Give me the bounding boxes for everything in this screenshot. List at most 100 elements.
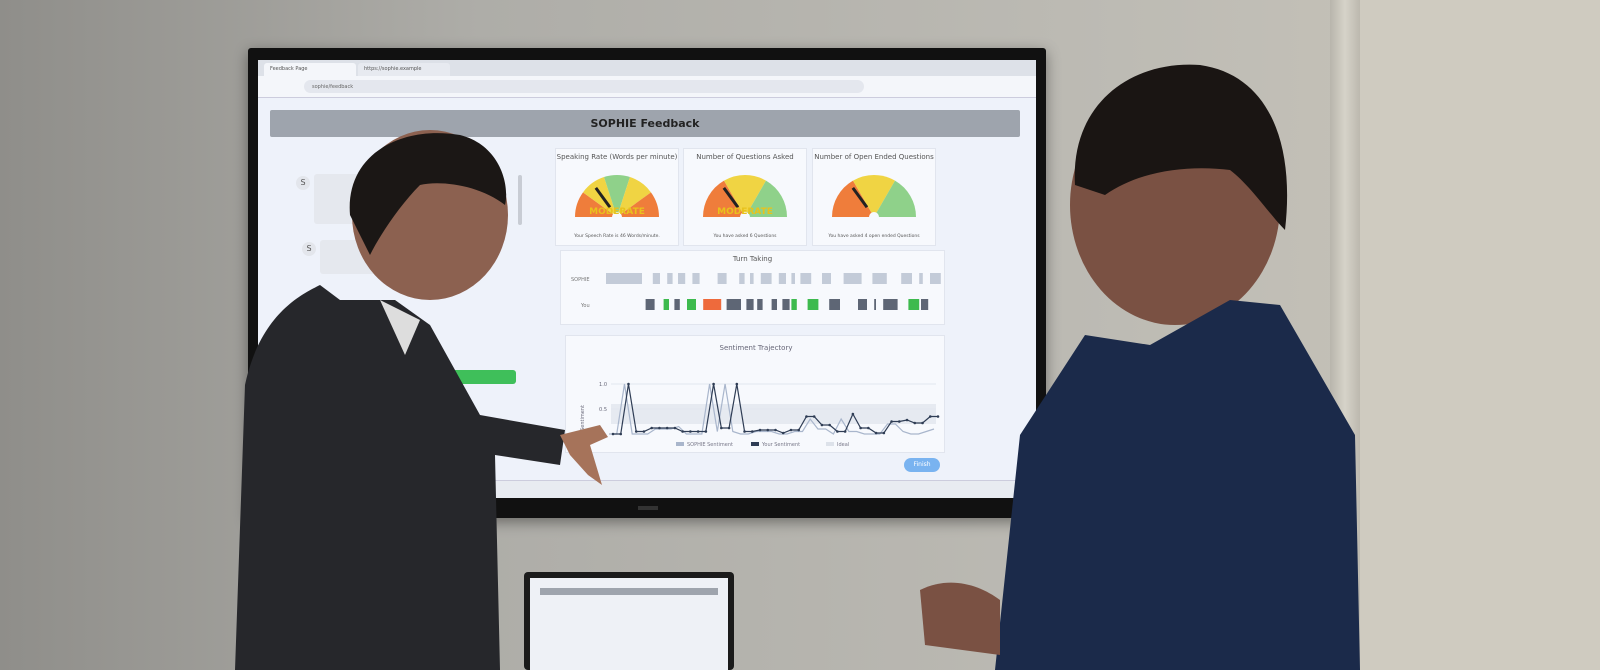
gauge-dial: MODERATE bbox=[575, 175, 659, 221]
gauge-band bbox=[617, 192, 659, 217]
gauge-band bbox=[853, 175, 895, 217]
your-sentiment-point bbox=[619, 432, 623, 436]
user-turn bbox=[726, 299, 741, 310]
chat-message-user bbox=[448, 370, 516, 384]
gauge-dial: MODERATE bbox=[703, 175, 787, 221]
sophie-turn bbox=[901, 273, 912, 284]
user-turn bbox=[858, 299, 867, 310]
your-sentiment-point bbox=[898, 420, 901, 423]
gauge-title: Number of Questions Asked bbox=[696, 153, 794, 161]
your-sentiment-point bbox=[650, 426, 653, 430]
your-sentiment-point bbox=[928, 415, 932, 418]
gauge-card: Speaking Rate (Words per minute) Your Spe… bbox=[555, 148, 679, 246]
laptop-screen bbox=[530, 578, 728, 670]
gauge-note: Your Speech Rate is 46 Words/minute. bbox=[574, 234, 660, 239]
user-turn bbox=[908, 299, 920, 310]
chat-scrollbar[interactable] bbox=[518, 175, 522, 225]
gauge-needle bbox=[851, 186, 869, 209]
your-sentiment-point bbox=[797, 428, 801, 432]
gauge-note: You have asked 4 open ended Questions bbox=[828, 234, 920, 239]
address-bar-area: sophie/feedback bbox=[258, 76, 1036, 98]
sophie-turn bbox=[760, 273, 772, 284]
y-tick-label: 1.0 bbox=[599, 382, 607, 388]
your-sentiment-point bbox=[882, 431, 886, 435]
user-turn bbox=[829, 299, 840, 310]
legend-label: Ideal bbox=[837, 442, 849, 448]
your-sentiment-point bbox=[673, 426, 677, 430]
legend-swatch bbox=[676, 442, 684, 446]
your-sentiment-point bbox=[642, 430, 646, 433]
user-turn bbox=[687, 299, 696, 310]
laptop bbox=[524, 572, 734, 670]
your-sentiment-point bbox=[681, 430, 684, 433]
browser-tab[interactable]: https://sophie.example bbox=[358, 63, 450, 76]
page-title: SOPHIE Feedback bbox=[270, 110, 1020, 137]
gauge-band bbox=[575, 192, 617, 217]
your-sentiment-point bbox=[727, 426, 731, 430]
browser-tab[interactable]: Feedback Page bbox=[264, 63, 356, 76]
gauge-band bbox=[724, 175, 766, 217]
sophie-turn bbox=[791, 273, 795, 284]
turn-taking-chart bbox=[606, 273, 941, 310]
gauge-hub bbox=[740, 212, 750, 221]
sophie-turn bbox=[717, 273, 727, 284]
url-input[interactable]: sophie/feedback bbox=[304, 80, 864, 93]
y-axis-label: Sentiment bbox=[580, 405, 586, 431]
your-sentiment-point bbox=[750, 430, 754, 433]
turn-taking-title: Turn Taking bbox=[732, 255, 773, 263]
gauge-card: Number of Open Ended Questions You have a… bbox=[812, 148, 936, 246]
gauge-dial bbox=[832, 175, 916, 221]
wall bbox=[1360, 0, 1600, 670]
sophie-turn bbox=[930, 273, 941, 284]
gauge-band bbox=[617, 177, 651, 217]
user-turn bbox=[807, 299, 819, 310]
y-tick-label: 0.5 bbox=[599, 407, 607, 413]
legend-label: Your Sentiment bbox=[761, 442, 800, 448]
gauge-needle bbox=[722, 186, 740, 209]
your-sentiment-point bbox=[843, 430, 847, 433]
sophie-turn bbox=[678, 273, 686, 284]
your-sentiment-point bbox=[634, 430, 638, 433]
your-sentiment-point bbox=[828, 423, 831, 427]
your-sentiment-point bbox=[611, 432, 615, 436]
gauge-label: MODERATE bbox=[717, 207, 773, 217]
your-sentiment-point bbox=[712, 382, 715, 386]
sentiment-panel: Sentiment Trajectory Sentiment 1.0 0.5 SOPHI… bbox=[565, 335, 945, 453]
your-sentiment-point bbox=[720, 426, 723, 430]
sophie-turn bbox=[606, 273, 642, 284]
your-sentiment-point bbox=[820, 423, 824, 427]
gauge-band bbox=[745, 180, 787, 217]
turn-taking-panel: Turn Taking SOPHIE You bbox=[560, 250, 945, 325]
sophie-turn bbox=[652, 273, 660, 284]
chart-title: Sentiment Trajectory bbox=[720, 344, 793, 352]
your-sentiment-point bbox=[758, 428, 762, 432]
gauge-hub bbox=[612, 212, 622, 221]
user-turn bbox=[674, 299, 680, 310]
gauge-label: MODERATE bbox=[589, 207, 645, 217]
monitor-logo bbox=[638, 506, 658, 510]
your-sentiment-point bbox=[658, 426, 661, 430]
sophie-sentiment-line bbox=[609, 383, 935, 435]
person-left bbox=[235, 130, 608, 670]
user-turn bbox=[746, 299, 754, 310]
gauge-title: Speaking Rate (Words per minute) bbox=[556, 153, 678, 161]
your-sentiment-point bbox=[913, 421, 917, 425]
gauge-needle bbox=[594, 186, 612, 209]
gauge-band bbox=[874, 180, 916, 217]
your-sentiment-point bbox=[743, 430, 746, 433]
laptop-header bbox=[540, 588, 718, 595]
ideal-band bbox=[611, 404, 936, 424]
sophie-turn bbox=[750, 273, 754, 284]
your-sentiment-point bbox=[735, 382, 739, 386]
your-sentiment-point bbox=[859, 426, 862, 430]
legend-label: SOPHIE Sentiment bbox=[687, 442, 733, 448]
gauge-card: Number of Questions Asked You have asked … bbox=[683, 148, 807, 246]
your-sentiment-point bbox=[766, 428, 770, 432]
avatar: S bbox=[302, 242, 316, 256]
your-sentiment-point bbox=[936, 415, 940, 418]
your-sentiment-point bbox=[812, 415, 816, 418]
finish-button[interactable]: Finish bbox=[904, 458, 940, 472]
gauge-hub bbox=[869, 212, 879, 221]
your-sentiment-point bbox=[665, 426, 669, 430]
row-label-you: You bbox=[581, 303, 590, 309]
